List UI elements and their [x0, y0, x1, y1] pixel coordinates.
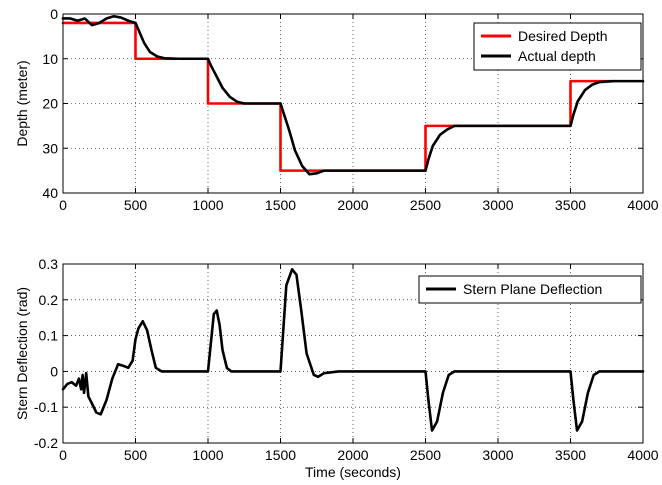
y-tick-label: -0.2 — [34, 435, 58, 451]
y-tick-label: 40 — [42, 185, 58, 201]
depth-legend: Desired Depth Actual depth — [473, 22, 642, 71]
x-tick-label: 3500 — [555, 447, 586, 463]
x-tick-label: 0 — [59, 447, 67, 463]
x-tick-label: 1500 — [265, 197, 296, 213]
stern-legend: Stern Plane Deflection — [418, 275, 642, 304]
stern-x-axis-label: Time (seconds) — [305, 464, 401, 480]
stern-series-group — [61, 268, 645, 432]
x-tick-label: 2500 — [410, 447, 441, 463]
series-line-desired-depth — [61, 21, 616, 172]
x-tick-label: 500 — [124, 447, 148, 463]
series-line-actual-depth — [61, 14, 645, 176]
x-tick-label: 1000 — [192, 197, 223, 213]
stern-ticks: 0 500 1000 1500 2000 2500 3000 3500 4000 -0.2 -0.1… — [34, 256, 659, 463]
depth-subplot: 0 500 1000 1500 2000 2500 3000 3500 4000 0 10 20 30 4… — [14, 6, 659, 213]
depth-series-group — [61, 14, 645, 176]
x-tick-label: 4000 — [627, 447, 658, 463]
legend-label-stern-plane-deflection: Stern Plane Deflection — [463, 281, 602, 297]
x-tick-label: 2500 — [410, 197, 441, 213]
stern-subplot: 0 500 1000 1500 2000 2500 3000 3500 4000 -0.2 -0.1… — [14, 256, 659, 480]
x-tick-label: 4000 — [627, 197, 658, 213]
depth-ticks: 0 500 1000 1500 2000 2500 3000 3500 4000 0 10 20 30 4… — [42, 6, 658, 213]
x-tick-label: 3000 — [482, 197, 513, 213]
y-tick-label: 0.3 — [39, 256, 59, 272]
legend-label-actual-depth: Actual depth — [518, 48, 596, 64]
stern-y-axis-label: Stern Deflection (rad) — [14, 287, 30, 420]
x-tick-label: 2000 — [337, 197, 368, 213]
y-tick-label: 0.2 — [39, 292, 59, 308]
x-tick-label: 1500 — [265, 447, 296, 463]
x-tick-label: 0 — [59, 197, 67, 213]
y-tick-label: -0.1 — [34, 399, 58, 415]
series-line-stern-plane-deflection — [61, 268, 645, 432]
depth-y-axis-label: Depth (meter) — [14, 60, 30, 146]
y-tick-label: 10 — [42, 51, 58, 67]
x-tick-label: 2000 — [337, 447, 368, 463]
y-tick-label: 0 — [50, 6, 58, 22]
y-tick-label: 0.1 — [39, 328, 59, 344]
x-tick-label: 1000 — [192, 447, 223, 463]
legend-label-desired-depth: Desired Depth — [518, 28, 608, 44]
y-tick-label: 30 — [42, 140, 58, 156]
y-tick-label: 0 — [50, 363, 58, 379]
x-tick-label: 3000 — [482, 447, 513, 463]
y-tick-label: 20 — [42, 96, 58, 112]
x-tick-label: 500 — [124, 197, 148, 213]
depth-legend-box — [473, 22, 642, 71]
x-tick-label: 3500 — [555, 197, 586, 213]
